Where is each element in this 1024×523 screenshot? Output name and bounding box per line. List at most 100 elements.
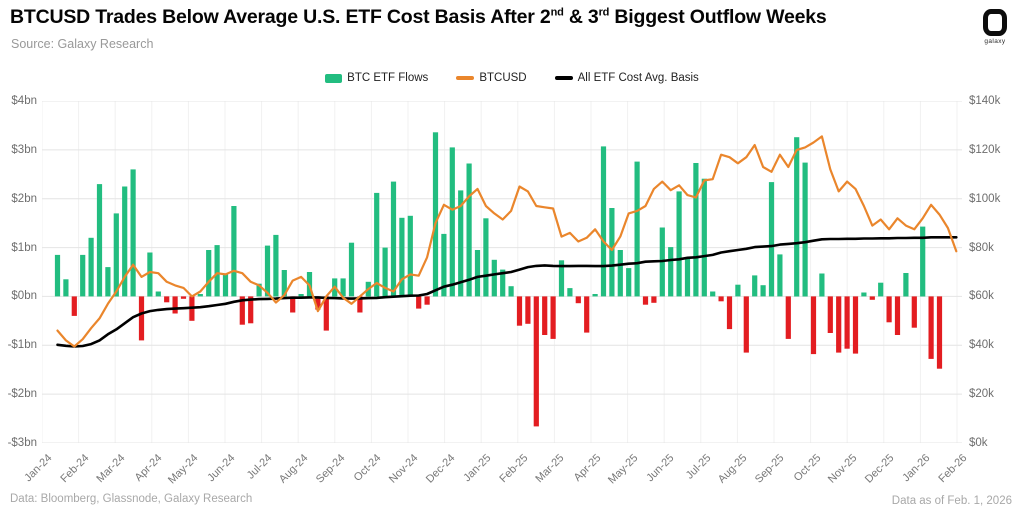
flow-bar	[239, 296, 245, 325]
y-axis-left-tick: $2bn	[11, 193, 37, 205]
flow-bar	[172, 296, 178, 314]
y-axis-right-tick: $40k	[969, 339, 994, 351]
flow-bar	[600, 146, 607, 297]
flow-bar	[592, 294, 598, 297]
flow-bar	[903, 273, 909, 297]
flow-bar	[558, 260, 565, 297]
galaxy-logo-icon	[983, 9, 1007, 36]
flow-bar	[264, 245, 271, 297]
flow-bar	[407, 215, 413, 297]
flow-bar	[449, 147, 455, 297]
btcusd-line	[56, 135, 958, 348]
y-axis-left-tick: $0bn	[11, 290, 37, 302]
y-axis-right-tick: $0k	[969, 437, 988, 449]
legend-label: BTCUSD	[479, 72, 527, 84]
y-axis-right-tick: $100k	[969, 193, 1001, 205]
y-axis-left-tick: $3bn	[11, 144, 37, 156]
flow-bar	[432, 132, 439, 297]
flow-bar	[634, 161, 640, 297]
flow-bar	[491, 259, 497, 297]
flow-bar	[130, 169, 136, 297]
line-swatch-icon	[456, 76, 475, 80]
flow-bar	[768, 182, 775, 297]
flow-bar	[844, 296, 850, 349]
flow-bar	[894, 296, 901, 335]
flow-bar	[794, 137, 800, 297]
flow-bar	[155, 291, 161, 297]
flow-bar	[273, 234, 279, 297]
flow-bar	[54, 254, 61, 297]
flow-bar	[525, 296, 531, 324]
legend-item-btcusd: BTCUSD	[456, 72, 527, 84]
flow-bar	[886, 296, 892, 323]
page-title: BTCUSD Trades Below Average U.S. ETF Cos…	[10, 6, 827, 29]
y-axis-right-tick: $80k	[969, 242, 994, 254]
flow-bar	[928, 296, 934, 359]
title-superscript-nd: nd	[550, 6, 564, 19]
flow-bar	[424, 296, 430, 305]
flow-bar	[474, 250, 481, 297]
flow-bar	[416, 296, 422, 309]
title-superscript-rd: rd	[598, 6, 610, 19]
flow-bar	[138, 296, 145, 341]
flow-bar	[323, 296, 329, 331]
y-axis-right-tick: $60k	[969, 290, 994, 302]
flow-bar	[567, 288, 573, 297]
data-as-of-label: Data as of Feb. 1, 2026	[891, 495, 1012, 507]
bar-swatch-icon	[325, 73, 343, 83]
flow-bar	[71, 296, 77, 316]
flow-bar	[500, 269, 506, 297]
flow-bar	[88, 237, 94, 297]
flow-bar	[684, 258, 691, 297]
flow-bar	[516, 296, 523, 326]
chart-legend: BTC ETF Flows BTCUSD All ETF Cost Avg. B…	[0, 70, 1024, 86]
flow-bar	[374, 192, 380, 297]
flow-bar	[752, 275, 758, 297]
legend-label: BTC ETF Flows	[347, 72, 429, 84]
y-axis-right-tick: $120k	[969, 144, 1001, 156]
flow-bar	[180, 296, 187, 299]
flow-bar	[936, 296, 943, 369]
flow-bar	[861, 292, 867, 297]
flow-bar	[718, 296, 724, 302]
galaxy-logo: galaxy	[978, 9, 1012, 45]
flow-bar	[298, 294, 304, 297]
legend-label: All ETF Cost Avg. Basis	[577, 72, 699, 84]
galaxy-logo-text: galaxy	[984, 38, 1006, 45]
legend-item-cost-basis: All ETF Cost Avg. Basis	[554, 72, 699, 84]
flow-bar	[348, 242, 355, 297]
flow-bar	[214, 245, 220, 297]
title-text: Biggest Outflow Weeks	[609, 6, 827, 28]
flow-bar	[80, 254, 86, 297]
flow-bar	[827, 296, 833, 333]
flow-bar	[642, 296, 649, 305]
flow-bar	[550, 296, 556, 339]
flow-bar	[743, 296, 749, 353]
y-axis-right-tick: $140k	[969, 95, 1001, 107]
flow-bar	[810, 296, 817, 355]
cost-basis-line	[56, 236, 958, 348]
flow-bar	[113, 213, 119, 297]
flow-bar	[911, 296, 917, 328]
flow-bar	[382, 247, 388, 297]
flow-bar	[836, 296, 842, 353]
flow-bar	[710, 291, 716, 297]
legend-item-btc-etf-flows: BTC ETF Flows	[325, 72, 428, 84]
flow-bar	[869, 296, 875, 300]
flow-bar	[777, 254, 783, 297]
flow-bar	[231, 206, 237, 297]
flow-bar	[701, 178, 707, 297]
flow-bar	[533, 296, 539, 427]
flow-bar	[281, 270, 287, 297]
flow-bar	[802, 162, 808, 297]
flow-bar	[819, 273, 825, 297]
flow-bar	[920, 226, 926, 297]
flow-bar	[458, 190, 464, 297]
line-swatch-icon	[554, 76, 573, 80]
y-axis-left-tick: $1bn	[11, 242, 37, 254]
flow-bar	[122, 186, 128, 297]
flow-bar	[575, 296, 581, 304]
flow-bar	[609, 208, 615, 297]
flow-bar	[357, 296, 363, 313]
